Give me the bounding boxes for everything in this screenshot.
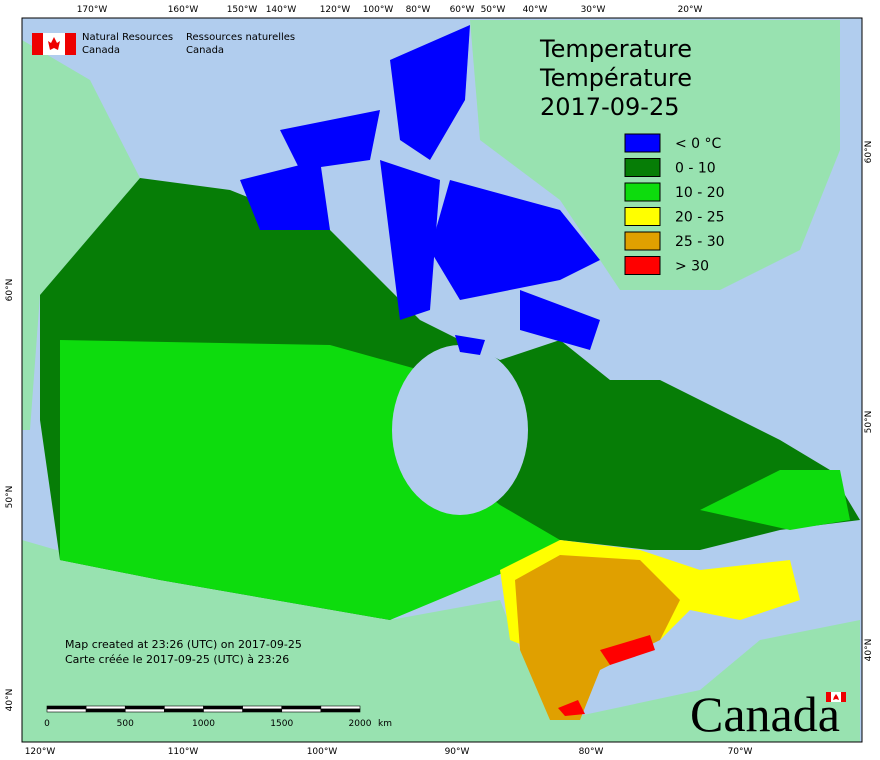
title: 2017-09-25	[540, 93, 679, 121]
legend-label: > 30	[675, 259, 709, 275]
graticule-label: 50°N	[864, 411, 874, 434]
graticule-label: 100°W	[363, 5, 394, 15]
graticule-label: 100°W	[307, 747, 338, 757]
title: Temperature	[539, 35, 692, 63]
graticule-label: 70°W	[728, 747, 753, 757]
graticule-label: 110°W	[168, 747, 199, 757]
graticule-label: 120°W	[25, 747, 56, 757]
legend-swatch	[624, 158, 661, 177]
graticule-label: 30°W	[581, 5, 606, 15]
wordmark	[826, 692, 846, 702]
graticule-label: 20°W	[678, 5, 703, 15]
scale-bar-segment	[320, 708, 361, 713]
scale-bar-segment	[320, 705, 361, 710]
graticule-label: 90°W	[445, 747, 470, 757]
legend-label: 0 - 10	[675, 161, 716, 177]
scale-label: 1500	[270, 719, 293, 729]
legend-swatch	[624, 182, 661, 202]
legend-swatch	[624, 207, 661, 226]
graticule-label: 140°W	[266, 5, 297, 15]
map-frame	[21, 17, 863, 743]
graticule-label: 170°W	[77, 5, 108, 15]
scale-unit: km	[378, 719, 392, 729]
graticule-label: 40°N	[5, 689, 15, 712]
scale-bar-segment	[203, 705, 243, 710]
agency-en: Natural Resources	[82, 32, 173, 43]
land-outside	[22, 20, 860, 742]
agency-en: Canada	[82, 45, 120, 56]
agency-fr: Ressources naturelles	[186, 32, 295, 43]
scale-bar-segment	[281, 705, 322, 710]
title: Température	[539, 64, 692, 92]
scale-bar-segment	[242, 708, 283, 713]
wordmark: Canada	[690, 686, 840, 742]
legend-label: 20 - 25	[675, 210, 725, 226]
scale-bar-segment	[242, 705, 283, 710]
legend-swatch	[624, 256, 661, 275]
graticule-label: 40°W	[523, 5, 548, 15]
agency-fr: Canada	[186, 45, 224, 56]
graticule-label: 160°W	[168, 5, 199, 15]
scale-bar-segment	[164, 705, 204, 710]
legend-label: 10 - 20	[675, 185, 725, 201]
note: Map created at 23:26 (UTC) on 2017-09-25	[65, 638, 302, 651]
scale-label: 0	[44, 719, 50, 729]
scale-bar-segment	[85, 705, 126, 710]
scale-bar-segment	[124, 708, 165, 713]
graticule-label: 50°W	[481, 5, 506, 15]
graticule-label: 80°W	[406, 5, 431, 15]
scale-bar-segment	[124, 705, 165, 710]
graticule-label: 40°N	[864, 639, 874, 662]
scale-label: 500	[117, 719, 134, 729]
graticule-label: 150°W	[227, 5, 258, 15]
scale-bar-segment	[203, 708, 243, 713]
scale-label: 2000	[349, 719, 372, 729]
graticule-label: 50°N	[5, 486, 15, 509]
scale-bar-segment	[46, 708, 87, 713]
temperature-zones	[40, 25, 860, 720]
graticule-label: 60°W	[450, 5, 475, 15]
graticule-label: 120°W	[320, 5, 351, 15]
nrcan-logo	[32, 33, 76, 55]
scale-bar-segment	[281, 708, 322, 713]
legend-swatch	[624, 231, 661, 251]
scale-label: 1000	[192, 719, 215, 729]
legend-label: < 0 °C	[675, 136, 722, 152]
graticule-label: 60°N	[864, 141, 874, 164]
graticule-label: 80°W	[579, 747, 604, 757]
graticule-label: 60°N	[5, 279, 15, 302]
legend-swatch	[624, 133, 661, 153]
scale-bar-segment	[164, 708, 204, 713]
scale-bar-segment	[85, 708, 126, 713]
note: Carte créée le 2017-09-25 (UTC) à 23:26	[65, 653, 289, 666]
legend-label: 25 - 30	[675, 234, 725, 250]
scale-bar-segment	[46, 705, 87, 710]
